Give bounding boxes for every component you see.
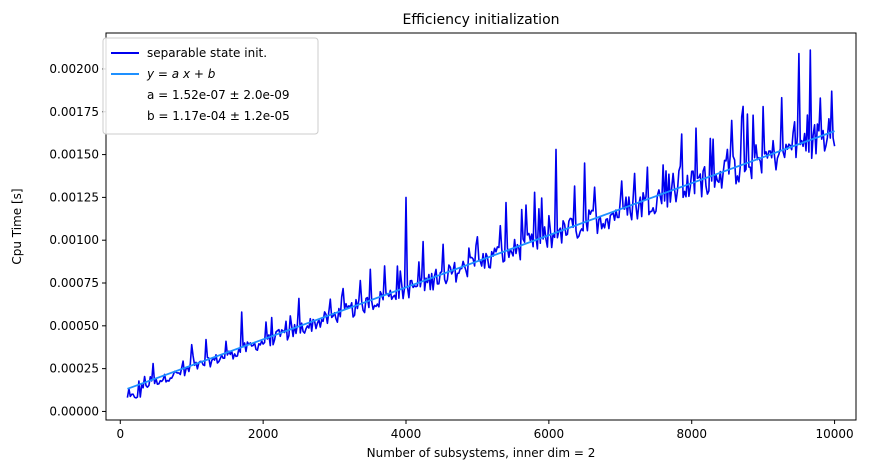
data-line bbox=[126, 49, 836, 399]
fit-line bbox=[127, 130, 835, 390]
y-tick-label: 0.00100 bbox=[49, 233, 99, 247]
y-tick-label: 0.00175 bbox=[49, 105, 99, 119]
legend: separable state init. y = a x + b a = 1.… bbox=[102, 37, 319, 135]
x-axis-ticks: 0 2000 4000 6000 8000 10000 bbox=[116, 420, 854, 441]
y-tick-label: 0.00150 bbox=[49, 148, 99, 162]
x-tick-label: 4000 bbox=[391, 427, 422, 441]
legend-entry-data: separable state init. bbox=[147, 46, 267, 60]
x-tick-label: 2000 bbox=[248, 427, 279, 441]
x-tick-label: 6000 bbox=[534, 427, 565, 441]
y-tick-label: 0.00025 bbox=[49, 362, 99, 376]
plot-frame bbox=[105, 32, 857, 421]
x-axis-label: Number of subsystems, inner dim = 2 bbox=[367, 446, 596, 460]
plot-area bbox=[126, 49, 836, 399]
y-tick-label: 0.00000 bbox=[49, 404, 99, 418]
y-tick-label: 0.00200 bbox=[49, 62, 99, 76]
y-axis-label: Cpu Time [s] bbox=[10, 188, 24, 264]
series-fit-line bbox=[127, 130, 835, 390]
y-tick-label: 0.00050 bbox=[49, 319, 99, 333]
series-separable-state-init bbox=[126, 49, 836, 399]
chart-title: Efficiency initialization bbox=[402, 12, 559, 28]
y-tick-label: 0.00075 bbox=[49, 276, 99, 290]
legend-fit-a: a = 1.52e-07 ± 2.0e-09 bbox=[147, 88, 290, 102]
y-tick-label: 0.00125 bbox=[49, 190, 99, 204]
legend-box bbox=[102, 37, 319, 135]
legend-entry-fit: y = a x + b bbox=[146, 67, 216, 81]
x-tick-label: 8000 bbox=[676, 427, 707, 441]
x-tick-label: 0 bbox=[116, 427, 124, 441]
legend-fit-b: b = 1.17e-04 ± 1.2e-05 bbox=[147, 109, 290, 123]
y-axis-ticks: 0.00000 0.00025 0.00050 0.00075 0.00100 0.001… bbox=[49, 62, 106, 418]
x-tick-label: 10000 bbox=[815, 427, 853, 441]
